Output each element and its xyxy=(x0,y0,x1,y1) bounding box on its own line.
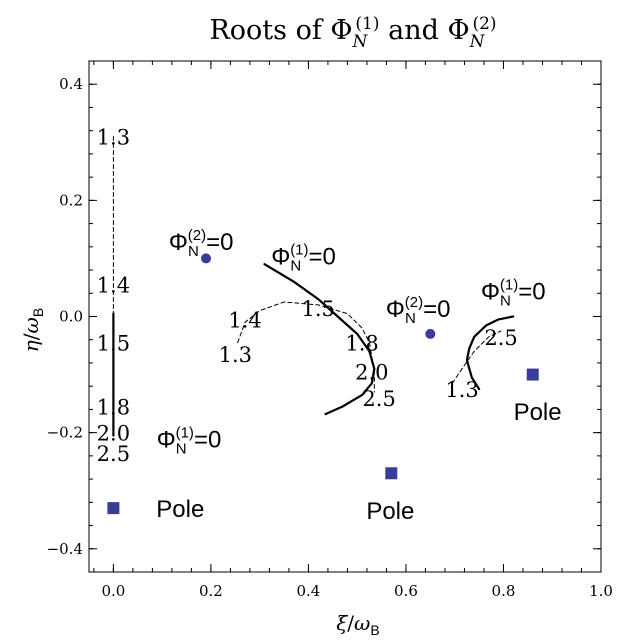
y-axis-label: η/ωB xyxy=(19,308,46,352)
parameter-label: 2.0 xyxy=(97,422,130,446)
parameter-label: 1.5 xyxy=(301,297,334,321)
parameter-label: 2.5 xyxy=(484,326,517,350)
phi-root-label: ΦN(1)=0 xyxy=(157,424,222,457)
y-tick-label: 0.0 xyxy=(59,308,83,326)
phi-root-label: ΦN(1)=0 xyxy=(481,276,546,309)
x-tick-label: 0.0 xyxy=(101,582,125,600)
y-tick-label: −0.2 xyxy=(47,424,83,442)
y-tick-label: −0.4 xyxy=(47,540,83,558)
y-tick-label: 0.4 xyxy=(59,75,83,93)
parameter-label: 1.4 xyxy=(97,274,130,298)
points-layer xyxy=(107,253,539,515)
x-tick-label: 1.0 xyxy=(589,582,613,600)
parameter-label: 1.4 xyxy=(228,308,261,332)
pole-label: Pole xyxy=(366,498,414,525)
pole-marker xyxy=(526,368,539,381)
annotations-layer: 1.31.41.51.82.02.51.4 1.51.3 1.82.02.52.51… xyxy=(97,125,562,524)
pole-label: Pole xyxy=(156,496,204,523)
x-tick-label: 0.6 xyxy=(394,582,418,600)
parameter-label: 2.5 xyxy=(362,387,395,411)
x-tick-label: 0.4 xyxy=(296,582,320,600)
parameter-label: 1.8 xyxy=(97,396,130,420)
phi-root-label: ΦN(2)=0 xyxy=(386,294,451,327)
phi-root-label: ΦN(2)=0 xyxy=(169,227,234,260)
root-marker xyxy=(425,328,436,339)
phi-root-label: ΦN(1)=0 xyxy=(271,242,336,275)
axis-ticks: 0.0 0.2 0.4 0.6 0.8 1.0 0.4 0.2 0.0 −0.2 −0.4 xyxy=(47,60,613,600)
parameter-label: 2.0 xyxy=(355,361,388,385)
pole-label: Pole xyxy=(514,399,562,426)
parameter-label: 1.8 xyxy=(345,332,378,356)
x-tick-label: 0.2 xyxy=(199,582,223,600)
solid-root-curve xyxy=(465,315,515,391)
root-marker xyxy=(201,253,212,264)
dashed-root-curve xyxy=(451,330,502,384)
solid-root-curve xyxy=(263,263,376,416)
pole-marker xyxy=(107,502,120,515)
parameter-label: 1.3 xyxy=(445,378,478,402)
parameter-label: 2.5 xyxy=(97,442,130,466)
x-tick-label: 0.8 xyxy=(492,582,516,600)
parameter-label: 1.3 xyxy=(219,343,252,367)
x-axis-label: ξ/ωB xyxy=(336,611,379,638)
parameter-label: 1.5 xyxy=(97,332,130,356)
parameter-label: 1.3 xyxy=(97,125,130,149)
pole-marker xyxy=(385,467,398,480)
y-tick-label: 0.2 xyxy=(59,191,83,209)
chart-title: Roots of ΦN(1) and ΦN(2) xyxy=(209,14,496,52)
series-layer xyxy=(112,136,515,437)
